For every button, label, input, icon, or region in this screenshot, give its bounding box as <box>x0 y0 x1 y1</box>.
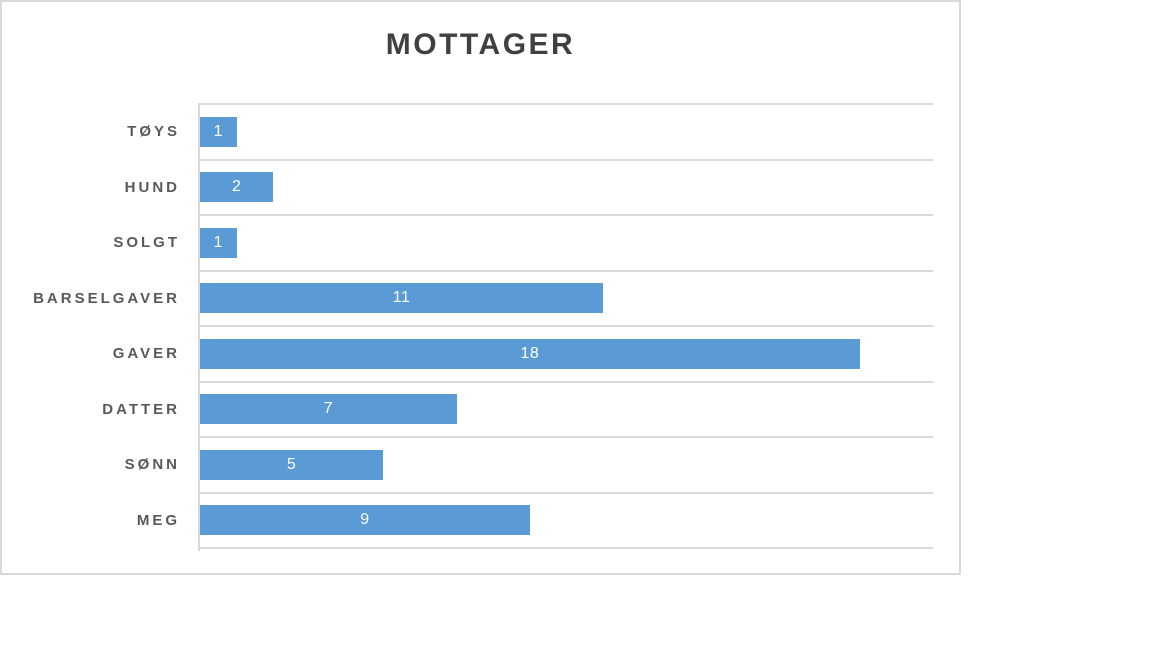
plot-area: TØYS 1 HUND 2 SOLGT 1 BARSELGAVER 11 GAVER 18 DATT… <box>33 103 933 551</box>
bar-chart: MOTTAGER TØYS 1 HUND 2 SOLGT 1 BARSELGAVER 11 GA… <box>0 0 961 575</box>
category-label: DATTER <box>102 400 180 418</box>
category-label: HUND <box>124 178 180 196</box>
bar-value-label: 5 <box>286 455 297 473</box>
bar-value-label: 1 <box>213 122 224 140</box>
category-label: SØNN <box>124 456 180 474</box>
bar-value-label: 9 <box>360 511 370 529</box>
bar: 5 <box>200 449 384 480</box>
category-label: SOLGT <box>113 234 180 252</box>
bar-row: BARSELGAVER 11 <box>33 272 933 327</box>
bar-value-label: 11 <box>392 289 411 307</box>
bar-value-label: 2 <box>231 178 242 196</box>
bar: 7 <box>200 394 457 425</box>
bar-value-label: 1 <box>213 233 224 251</box>
bar: 18 <box>200 338 860 369</box>
category-label: TØYS <box>127 123 180 141</box>
bar-row: HUND 2 <box>125 161 933 216</box>
bar: 11 <box>200 283 604 314</box>
bar: 9 <box>200 505 530 536</box>
category-label: MEG <box>136 511 180 529</box>
chart-title: MOTTAGER <box>385 28 576 61</box>
bar: 1 <box>200 116 237 147</box>
bar-row: SØNN 5 <box>125 438 933 494</box>
bar-row: DATTER 7 <box>102 383 933 438</box>
bar-row: SOLGT 1 <box>113 216 933 272</box>
bar-row: TØYS 1 <box>127 105 933 161</box>
bar-row: GAVER 18 <box>113 327 933 383</box>
category-label: BARSELGAVER <box>33 289 180 307</box>
bar-value-label: 7 <box>323 400 333 418</box>
bar-row: MEG 9 <box>137 494 933 549</box>
bar: 2 <box>200 172 274 203</box>
bar-value-label: 18 <box>520 344 540 362</box>
bar: 1 <box>200 227 237 258</box>
bar-rows: TØYS 1 HUND 2 SOLGT 1 BARSELGAVER 11 GAVER 18 DATT… <box>33 105 933 549</box>
category-label: GAVER <box>112 345 180 363</box>
